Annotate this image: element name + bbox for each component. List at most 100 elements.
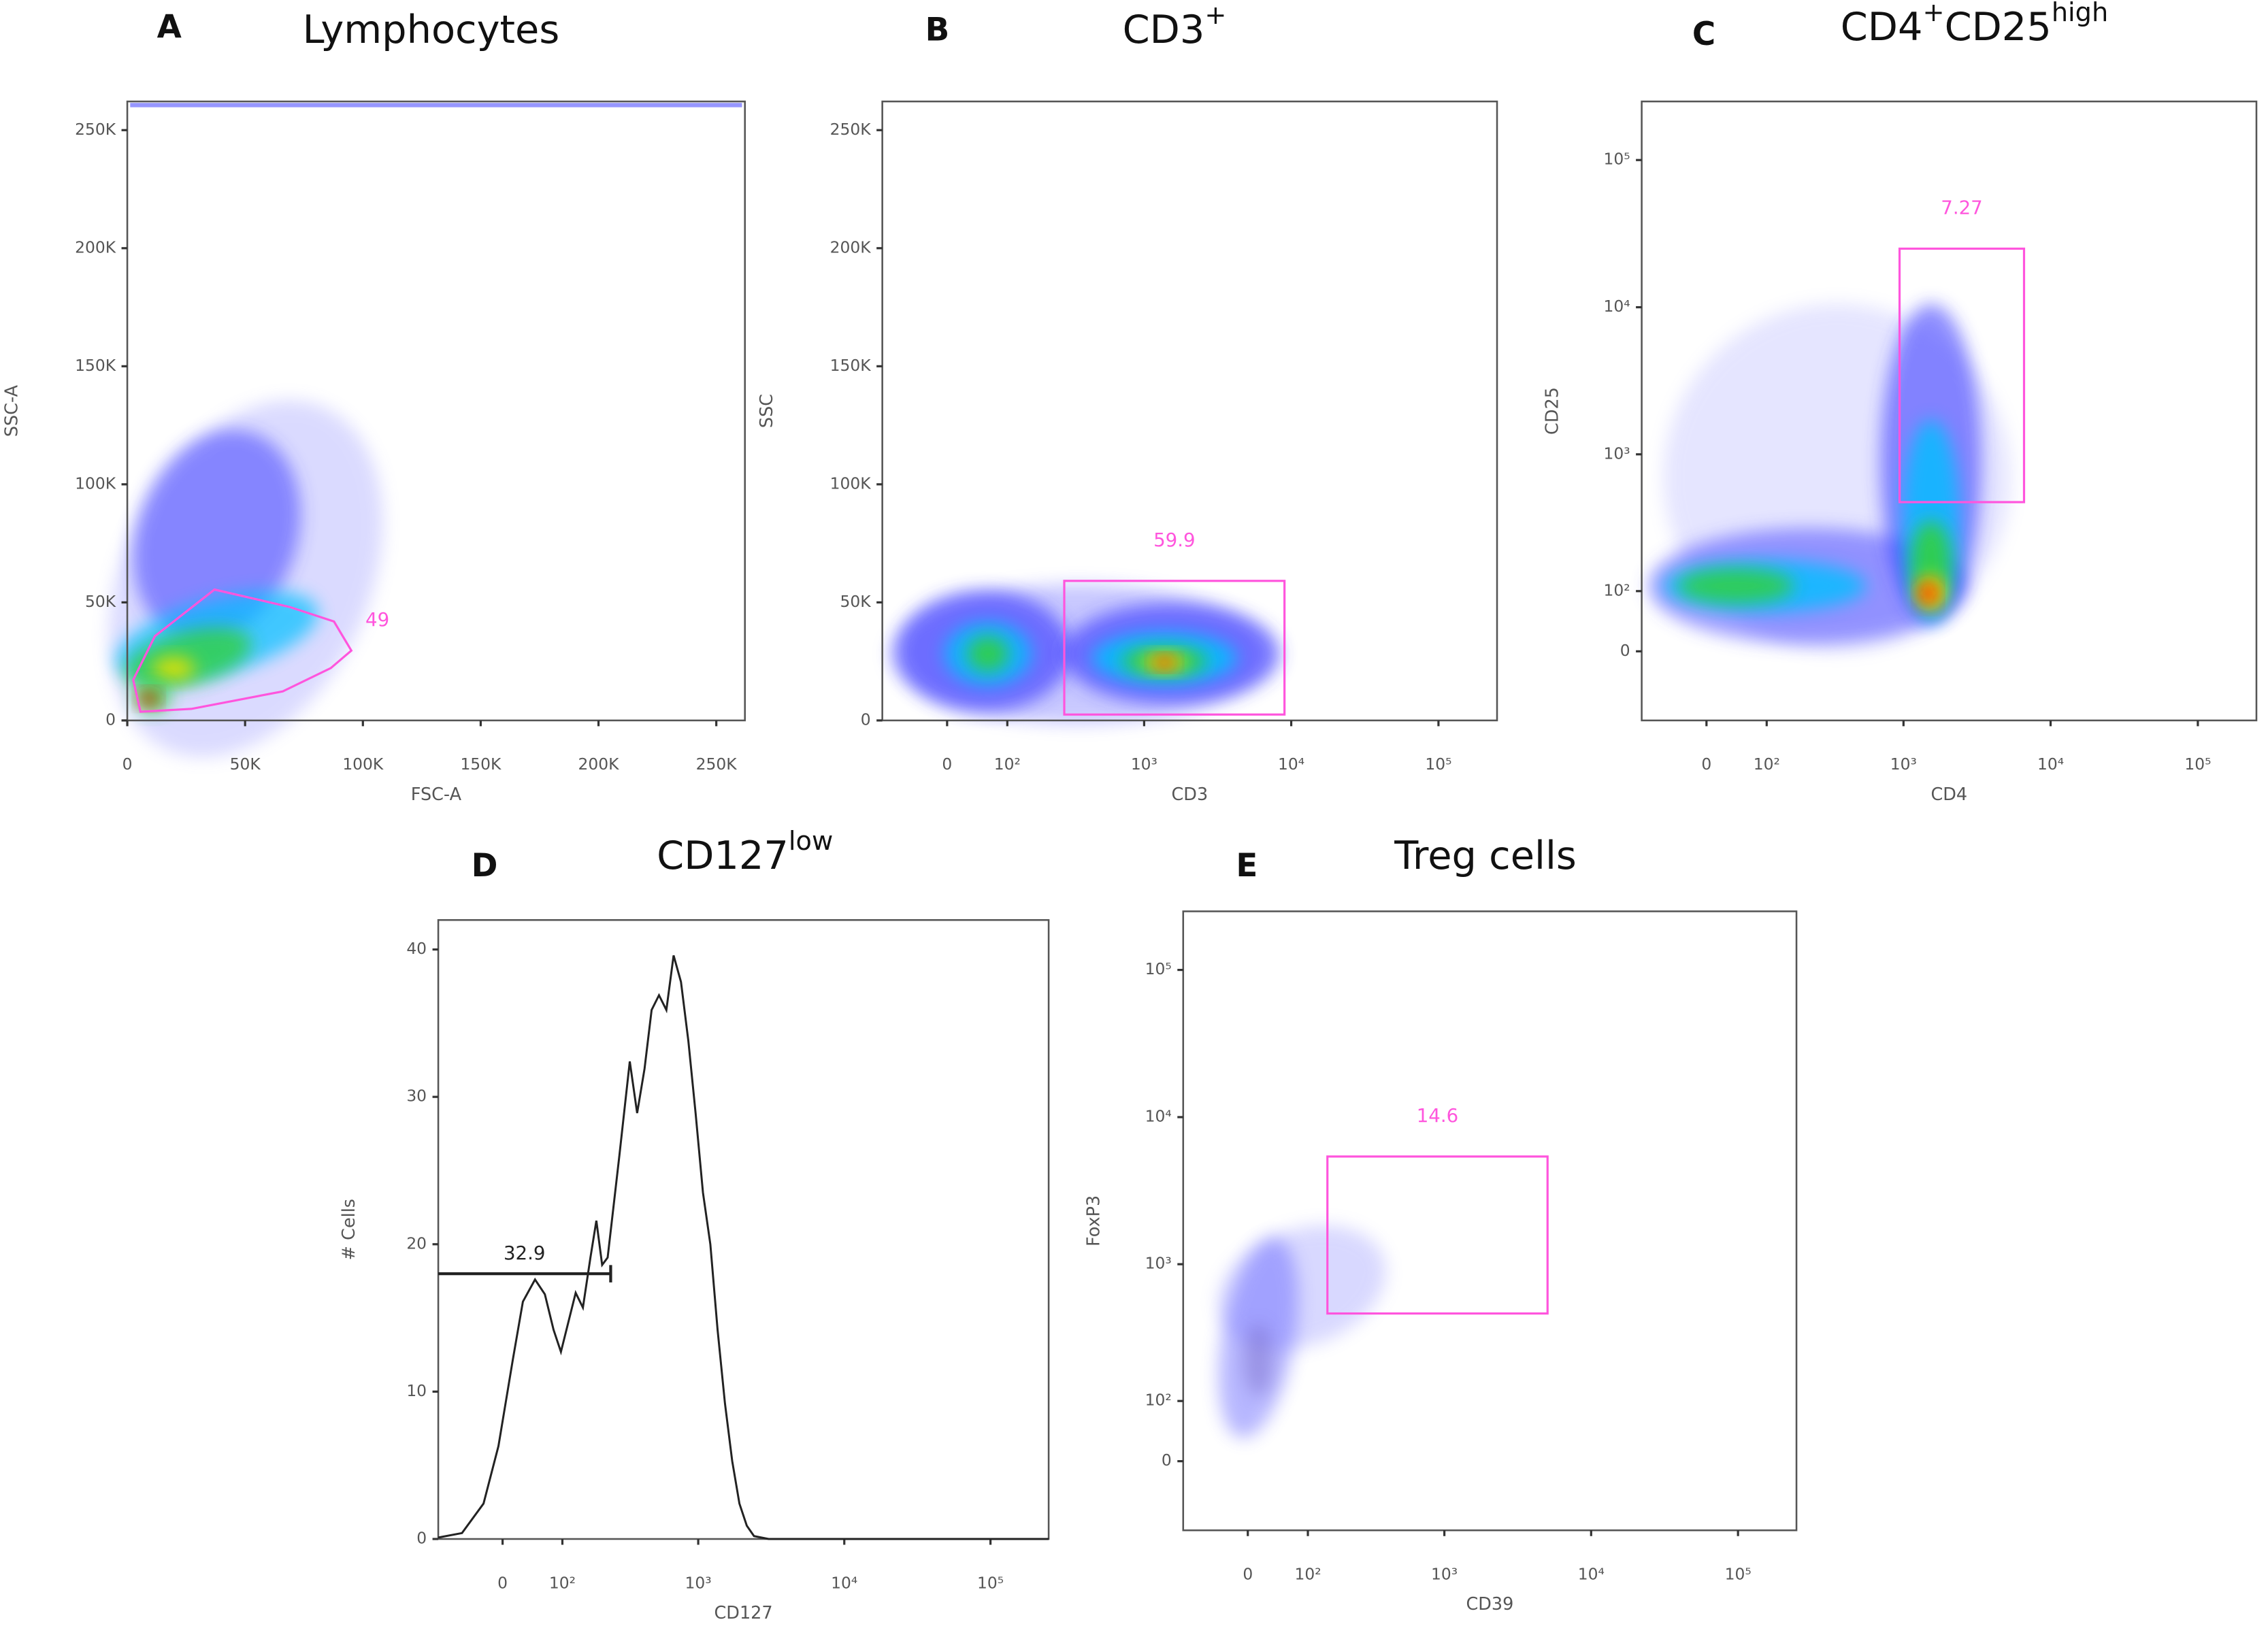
panel-letter: B [925,12,950,49]
title-part: CD127 [657,832,789,878]
y-tick-label: 10 [406,1381,427,1400]
y-tick-label: 200K [75,237,116,256]
plot-frame [1182,910,1798,1532]
gate-label: 49 [365,608,389,631]
y-axis-label: SSC-A [2,384,22,437]
x-tick-label: 10⁵ [1725,1565,1752,1584]
panel-title: CD3+ [1123,0,1227,52]
x-tick-label: 0 [942,755,952,774]
y-tick-label: 200K [830,237,872,256]
panel: B CD3+0 10² 10³ 10⁴ 10⁵050K100K150K200K250KCD… [757,0,1498,805]
x-tick-label: 150K [460,755,502,774]
gate [1898,247,2026,503]
x-tick-label: 10⁵ [977,1573,1004,1592]
x-tick-label: 0 [1701,755,1711,774]
density-cloud [1244,1323,1273,1396]
density-cloud [1677,568,1794,603]
y-tick-label: 150K [830,356,872,375]
density-cloud [140,691,158,706]
x-tick-label: 10⁴ [831,1573,857,1592]
y-tick-label: 10² [1603,580,1630,599]
y-tick-label: 0 [1162,1451,1172,1470]
y-tick-label: 10⁵ [1603,150,1630,169]
x-tick-label: 250K [696,755,738,774]
x-tick-label: 10⁵ [1425,755,1451,774]
title-part: CD3 [1123,7,1205,52]
x-axis-label: CD39 [1466,1594,1513,1615]
title-part: Treg cells [1394,832,1577,878]
density-cloud [968,636,1008,672]
x-tick-label: 10³ [1890,755,1917,774]
gate [438,1265,612,1282]
plot-frame [881,100,1498,722]
gate [132,588,353,713]
y-tick-label: 250K [75,120,116,139]
y-tick-label: 10⁵ [1145,959,1172,978]
x-tick-label: 0 [497,1573,508,1592]
y-axis-label: FoxP3 [1083,1195,1104,1246]
density-cloud [152,657,195,680]
panel: D CD127low 0 10² 10³ 10⁴ 10⁵ 0 10 20 30 40 CD127 # Ce… [339,826,1050,1623]
y-tick-label: 20 [406,1234,427,1253]
y-tick-label: 10⁴ [1145,1106,1172,1125]
y-axis-label: # Cells [339,1199,359,1260]
x-tick-label: 10² [549,1573,576,1592]
panel-title: Lymphocytes [303,7,560,52]
gate-label: 14.6 [1417,1104,1459,1127]
y-tick-label: 10² [1145,1391,1172,1410]
y-tick-label: 0 [861,710,871,729]
x-axis-label: CD3 [1172,784,1209,805]
x-tick-label: 50K [230,755,261,774]
panel-letter: C [1692,16,1715,53]
y-tick-label: 0 [105,710,116,729]
x-tick-label: 10⁴ [1578,1565,1605,1584]
y-tick-label: 0 [1620,641,1630,660]
y-tick-label: 100K [75,474,116,493]
gate-label: 59.9 [1153,529,1196,551]
x-tick-label: 10³ [685,1573,712,1592]
title-part: CD4 [1841,3,1923,49]
y-tick-label: 10⁴ [1603,297,1630,316]
x-tick-label: 0 [122,755,133,774]
panel: E Treg cells 0 10² 10³ 10⁴ 10⁵ 0 10² 10³ 10⁴ 10⁵ CD3… [1083,832,1798,1615]
x-axis-label: FSC-A [411,784,462,805]
x-tick-label: 200K [578,755,620,774]
y-tick-label: 50K [840,592,872,611]
y-axis-label: CD25 [1542,387,1562,435]
title-part: Lymphocytes [303,7,560,52]
density-cloud [1919,581,1937,605]
x-tick-label: 10³ [1131,755,1157,774]
x-tick-label: 10⁵ [2184,755,2211,774]
y-tick-label: 40 [406,939,427,958]
x-tick-label: 10⁴ [1278,755,1304,774]
y-tick-label: 0 [416,1529,427,1548]
density-edge [130,103,742,107]
x-tick-label: 10² [994,755,1021,774]
x-tick-label: 10² [1754,755,1780,774]
y-axis-label: SSC [757,394,777,428]
title-part: + [1204,0,1226,31]
x-tick-label: 10⁴ [2037,755,2064,774]
title-part: + [1923,0,1945,28]
y-tick-label: 10³ [1145,1254,1172,1273]
title-part: CD25 [1945,3,2052,49]
x-tick-label: 10³ [1431,1565,1458,1584]
x-tick-label: 100K [342,755,384,774]
y-tick-label: 10³ [1603,444,1630,463]
x-axis-label: CD4 [1930,784,1967,805]
density-cloud [1154,657,1175,669]
plot-frame [437,918,1050,1540]
histogram-line [438,955,1049,1540]
panel-title: Treg cells [1394,832,1577,878]
y-tick-label: 50K [85,592,116,611]
y-tick-label: 30 [406,1087,427,1106]
panel-letter: D [472,848,498,884]
y-tick-label: 250K [830,120,872,139]
gate-label: 32.9 [504,1242,546,1264]
panel-letter: E [1236,848,1258,884]
density-cloud [133,429,301,641]
panel-title: CD127low [657,826,833,878]
gate [1326,1155,1549,1315]
